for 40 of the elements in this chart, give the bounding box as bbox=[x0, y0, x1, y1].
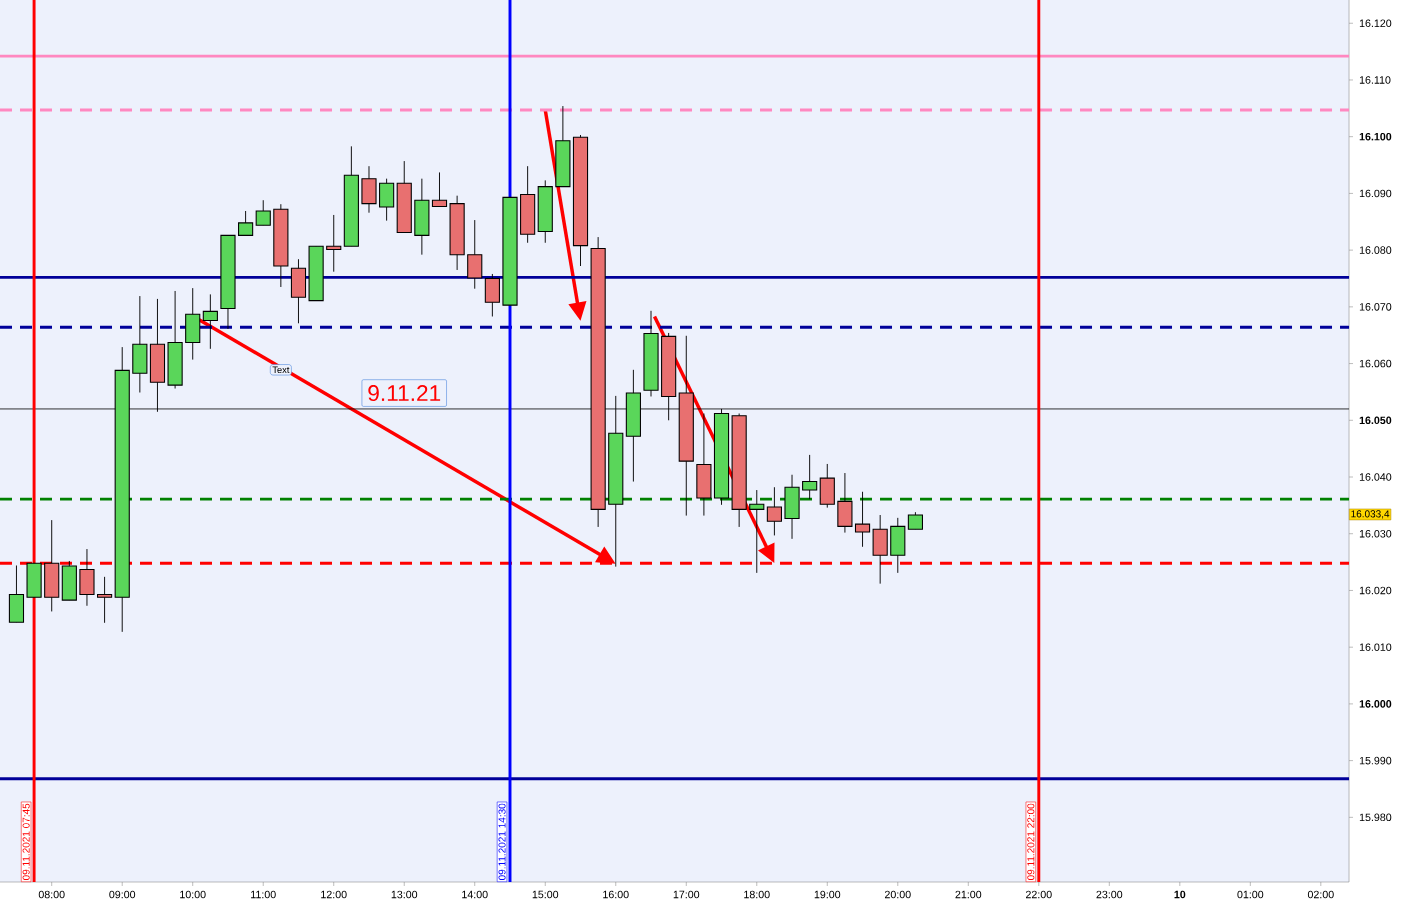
x-tick-label: 14:00 bbox=[462, 890, 488, 899]
y-tick-label: 16.070 bbox=[1359, 303, 1392, 311]
y-tick-label: 16.100 bbox=[1359, 132, 1392, 141]
x-tick-label: 23:00 bbox=[1096, 890, 1123, 899]
x-tick-label: 11:00 bbox=[251, 890, 276, 899]
x-tick-label: 09:00 bbox=[109, 890, 136, 899]
y-tick-label: 15.990 bbox=[1359, 756, 1392, 765]
ref-line-label: 09.11.2021 22:00 bbox=[1027, 803, 1035, 880]
x-tick-label: 12:00 bbox=[321, 890, 347, 899]
x-tick-label: 19:00 bbox=[814, 890, 841, 899]
x-tick-label: 10:00 bbox=[180, 890, 206, 899]
x-tick-label: 16:00 bbox=[603, 890, 629, 899]
x-tick-label: 02:00 bbox=[1307, 890, 1334, 899]
x-tick-label: 22:00 bbox=[1026, 890, 1052, 899]
y-tick-label: 16.030 bbox=[1359, 529, 1392, 538]
y-tick-label: 16.040 bbox=[1359, 473, 1392, 481]
annotation: Text bbox=[272, 366, 290, 374]
y-tick-label: 16.050 bbox=[1359, 416, 1392, 425]
x-tick-label: 18:00 bbox=[744, 890, 770, 899]
y-tick-label: 16.120 bbox=[1359, 19, 1392, 28]
x-tick-label: 21:00 bbox=[955, 890, 982, 899]
y-tick-label: 16.020 bbox=[1359, 586, 1392, 595]
x-tick-label: 17:00 bbox=[673, 890, 700, 899]
x-tick-label: 13:00 bbox=[391, 890, 418, 899]
y-tick-label: 16.010 bbox=[1359, 643, 1392, 651]
ref-line-label: 09.11.2021 07:45 bbox=[22, 803, 30, 880]
x-tick-label: 01:00 bbox=[1237, 890, 1264, 899]
y-tick-label: 16.060 bbox=[1359, 359, 1392, 368]
x-tick-label: 20:00 bbox=[884, 890, 911, 899]
y-tick-label: 16.080 bbox=[1359, 246, 1392, 254]
ref-line-label: 09.11.2021 14:30 bbox=[498, 803, 506, 880]
text: 16.033,4 bbox=[1351, 510, 1390, 519]
y-tick-label: 16.090 bbox=[1359, 189, 1392, 198]
y-tick-label: 16.110 bbox=[1359, 76, 1391, 84]
annotation: 9.11.21 bbox=[368, 385, 441, 402]
y-tick-label: 15.980 bbox=[1359, 813, 1392, 822]
x-tick-label: 10 bbox=[1174, 890, 1186, 899]
x-tick-label: 15:00 bbox=[532, 890, 559, 899]
y-tick-label: 16.000 bbox=[1359, 700, 1392, 708]
x-tick-label: 08:00 bbox=[38, 890, 65, 899]
